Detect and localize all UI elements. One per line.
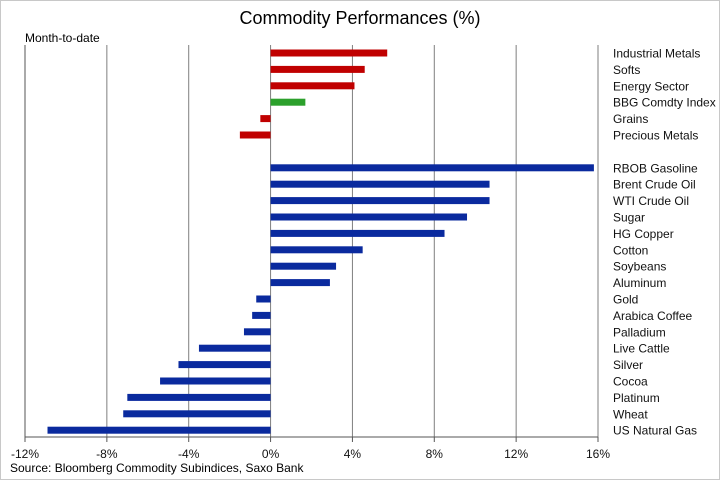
category-label: Soybeans (613, 260, 666, 274)
bar (270, 82, 355, 90)
bar (270, 279, 330, 287)
category-label: Precious Metals (613, 129, 698, 143)
bar (270, 49, 388, 57)
bar (243, 328, 271, 336)
category-label: Gold (613, 293, 638, 307)
bar (270, 65, 365, 73)
category-label: Cocoa (613, 375, 648, 389)
category-label: Live Cattle (613, 342, 670, 356)
x-axis: -12% -8% -4% 0% 4% 8% 12% 16% (11, 45, 610, 461)
x-tick-label: -4% (178, 447, 200, 461)
category-label: Brent Crude Oil (613, 178, 696, 192)
x-tick-label: -12% (11, 447, 39, 461)
bar (270, 98, 306, 106)
x-tick-label: 8% (426, 447, 444, 461)
category-label: Sugar (613, 211, 645, 225)
category-label: HG Copper (613, 227, 674, 241)
bar (270, 164, 594, 172)
category-label: Wheat (613, 407, 648, 421)
category-label: Platinum (613, 391, 660, 405)
category-label: RBOB Gasoline (613, 161, 698, 175)
bar (252, 311, 271, 319)
bar (270, 213, 468, 221)
bar (270, 262, 337, 270)
bar (198, 344, 271, 352)
category-label: Silver (613, 358, 643, 372)
bar (123, 410, 271, 418)
bar (270, 180, 490, 188)
bars (47, 49, 594, 434)
category-label: Energy Sector (613, 79, 689, 93)
x-tick-label: -8% (96, 447, 118, 461)
bar (239, 131, 271, 139)
bar (256, 295, 271, 303)
bar (260, 115, 271, 123)
category-label: Grains (613, 112, 648, 126)
chart-subtitle: Month-to-date (25, 31, 100, 45)
category-label: BBG Comdty Index (613, 96, 716, 110)
bar (270, 246, 363, 254)
chart-source: Source: Bloomberg Commodity Subindices, … (10, 461, 304, 475)
category-label: Industrial Metals (613, 47, 700, 61)
category-label: Aluminum (613, 276, 666, 290)
bar (270, 197, 490, 205)
bar (270, 229, 445, 237)
x-tick-label: 16% (586, 447, 610, 461)
bar (127, 393, 271, 401)
bar (160, 377, 271, 385)
category-label: Softs (613, 63, 640, 77)
chart-title: Commodity Performances (%) (239, 8, 480, 28)
category-label: Palladium (613, 325, 666, 339)
category-label: Cotton (613, 243, 648, 257)
x-tick-label: 4% (344, 447, 362, 461)
gridlines (106, 45, 599, 437)
bar (47, 426, 271, 434)
bar (178, 361, 271, 369)
category-label: US Natural Gas (613, 424, 697, 438)
category-label: Arabica Coffee (613, 309, 692, 323)
x-tick-label: 12% (504, 447, 528, 461)
category-label: WTI Crude Oil (613, 194, 689, 208)
category-labels: Industrial Metals Softs Energy Sector BBG C… (613, 47, 716, 438)
x-tick-label: 0% (262, 447, 280, 461)
